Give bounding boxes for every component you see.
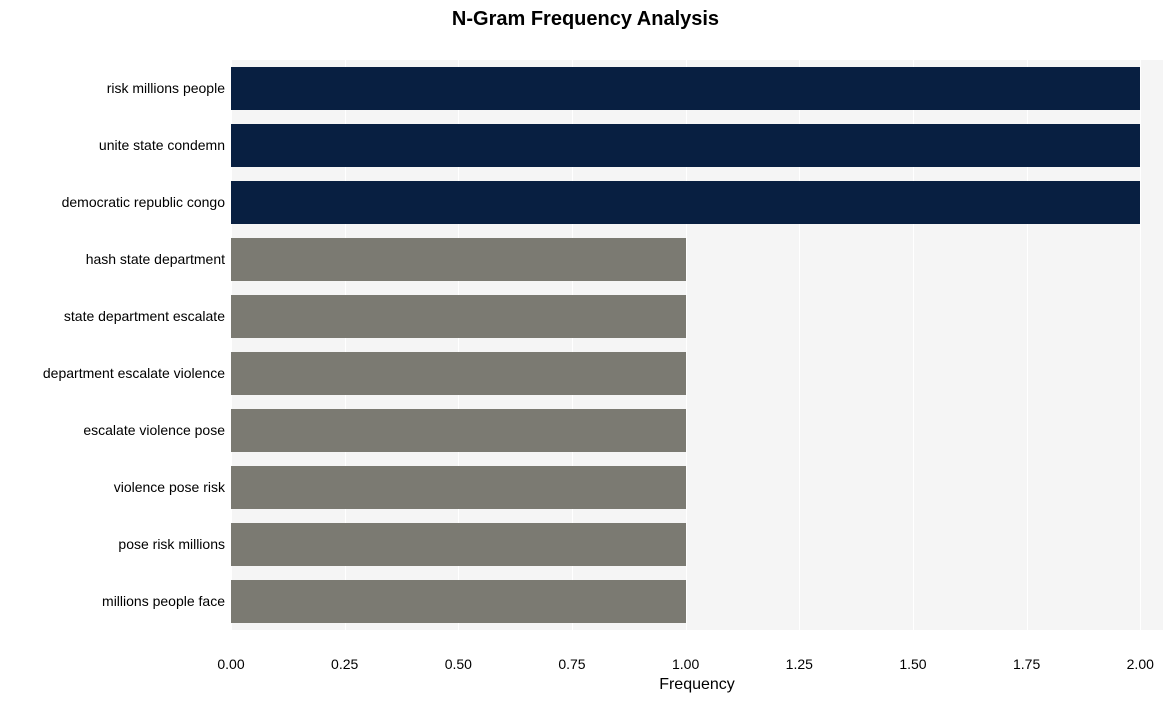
x-axis-tick-label: 2.00 <box>1120 656 1160 672</box>
grid-line <box>1140 36 1141 644</box>
y-axis-category-label: escalate violence pose <box>83 422 225 438</box>
y-axis-category-label: unite state condemn <box>99 137 225 153</box>
x-axis-label: Frequency <box>231 676 1163 694</box>
x-axis-tick-label: 0.00 <box>211 656 251 672</box>
bar <box>231 523 686 566</box>
bar <box>231 124 1140 167</box>
y-axis-category-label: hash state department <box>86 251 225 267</box>
bar <box>231 67 1140 110</box>
y-axis-category-label: pose risk millions <box>118 536 225 552</box>
bar <box>231 238 686 281</box>
bar <box>231 352 686 395</box>
y-axis-category-label: department escalate violence <box>43 365 225 381</box>
x-axis-tick-label: 1.00 <box>666 656 706 672</box>
y-axis-category-label: millions people face <box>102 593 225 609</box>
chart-title: N-Gram Frequency Analysis <box>0 8 1171 31</box>
y-axis-category-label: risk millions people <box>107 80 225 96</box>
x-axis-tick-label: 0.50 <box>438 656 478 672</box>
plot-area <box>231 36 1163 644</box>
y-axis-category-label: violence pose risk <box>114 479 225 495</box>
bar <box>231 580 686 623</box>
bar <box>231 466 686 509</box>
x-axis-tick-label: 0.25 <box>325 656 365 672</box>
bar <box>231 409 686 452</box>
y-axis-category-label: democratic republic congo <box>62 194 225 210</box>
y-axis-category-label: state department escalate <box>64 308 225 324</box>
x-axis-tick-label: 1.25 <box>779 656 819 672</box>
x-axis-tick-label: 1.50 <box>893 656 933 672</box>
ngram-frequency-chart: N-Gram Frequency Analysis Frequency risk… <box>0 0 1171 701</box>
x-axis-tick-label: 0.75 <box>552 656 592 672</box>
bar <box>231 181 1140 224</box>
x-axis-tick-label: 1.75 <box>1007 656 1047 672</box>
bar <box>231 295 686 338</box>
